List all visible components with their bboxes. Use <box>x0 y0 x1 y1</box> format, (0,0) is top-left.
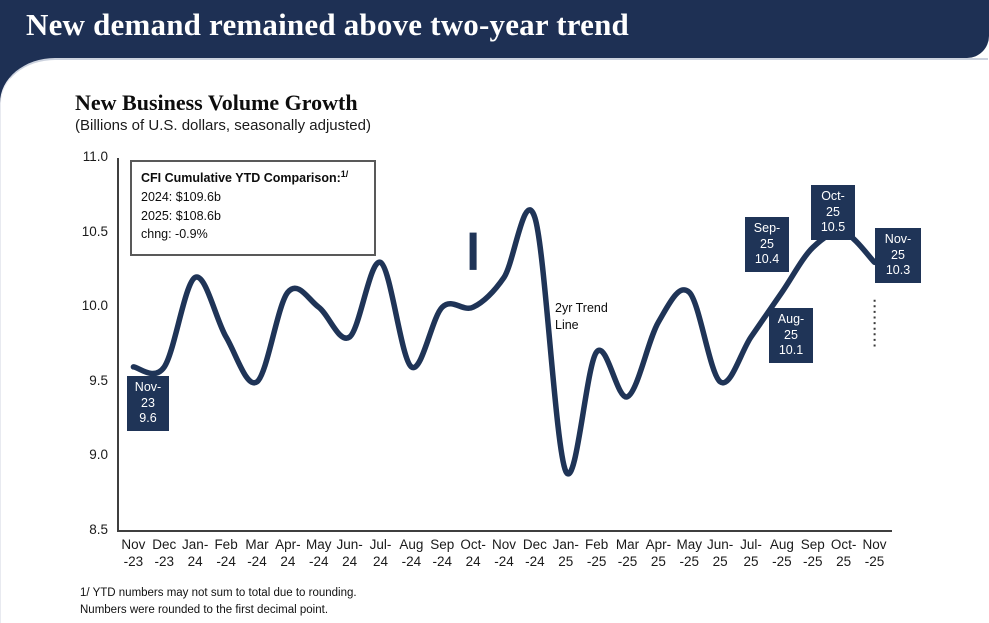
x-tick-label: Jan- 25 <box>552 537 579 569</box>
header-bar: New demand remained above two-year trend <box>0 0 989 58</box>
data-label-nov25: Nov- 25 10.3 <box>875 228 921 283</box>
ytd-change-line: chng: -0.9% <box>141 227 208 242</box>
x-tick-label: May -24 <box>305 537 332 569</box>
ytd-2024-line: 2024: $109.6b <box>141 189 221 204</box>
ytd-2025-line: 2025: $108.6b <box>141 208 221 223</box>
x-tick-label: Nov -23 <box>121 537 146 569</box>
footnote-1: 1/ YTD numbers may not sum to total due … <box>80 587 357 599</box>
x-tick-label: Apr- 24 <box>275 537 301 569</box>
footnote-2: Numbers were rounded to the first decima… <box>80 603 329 616</box>
x-tick-label: Mar -24 <box>245 537 269 569</box>
x-tick-label: Dec -24 <box>522 537 547 569</box>
x-tick-label: Jun- 25 <box>707 537 734 569</box>
x-tick-label: Aug -24 <box>399 537 424 569</box>
x-tick-label: Oct- 25 <box>830 537 857 569</box>
x-tick-label: Jul- 24 <box>369 537 392 569</box>
x-tick-label: Nov -24 <box>491 537 516 569</box>
x-tick-label: Jul- 25 <box>740 537 762 569</box>
data-label-sep25: Sep- 25 10.4 <box>745 217 789 272</box>
data-label-oct25: Oct- 25 10.5 <box>811 185 855 240</box>
ytd-comparison-box: CFI Cumulative YTD Comparison:1/ 2024: $… <box>130 160 376 257</box>
y-tick-label: 9.0 <box>89 447 108 463</box>
x-tick-label: Jun- 24 <box>336 537 363 569</box>
x-tick-label: Mar -25 <box>615 537 640 569</box>
x-tick-label: Feb -25 <box>584 537 609 569</box>
page-title: New demand remained above two-year trend <box>26 7 629 42</box>
chart-title: New Business Volume Growth <box>75 90 358 115</box>
y-tick-label: 8.5 <box>89 522 108 537</box>
trend-line-label: 2yr Trend Line <box>555 301 608 332</box>
ytd-comparison-title: CFI Cumulative YTD Comparison:1/ <box>141 169 349 186</box>
x-tick-label: Apr- 25 <box>645 537 672 569</box>
x-tick-label: Feb -24 <box>214 537 238 569</box>
y-tick-label: 11.0 <box>82 149 108 164</box>
y-tick-label: 10.0 <box>81 298 108 314</box>
footnotes: 1/ YTD numbers may not sum to total due … <box>80 585 357 618</box>
x-tick-label: Jan- 24 <box>182 537 209 569</box>
x-tick-label: Sep -25 <box>800 537 825 569</box>
data-label-aug25: Aug- 25 10.1 <box>769 308 813 363</box>
x-tick-label: Sep -24 <box>430 537 455 569</box>
y-tick-label: 10.5 <box>81 223 108 239</box>
footnote-marker: 1/ <box>340 169 349 179</box>
x-tick-label: Dec -23 <box>152 537 177 569</box>
chart-subtitle: (Billions of U.S. dollars, seasonally ad… <box>75 117 371 134</box>
x-tick-label: Nov -25 <box>862 537 887 569</box>
x-tick-label: Aug -25 <box>769 537 794 569</box>
data-label-nov23: Nov- 23 9.6 <box>127 376 169 431</box>
x-tick-label: May -25 <box>676 537 703 569</box>
y-tick-label: 9.5 <box>89 372 108 388</box>
x-tick-label: Oct- 24 <box>460 537 486 569</box>
